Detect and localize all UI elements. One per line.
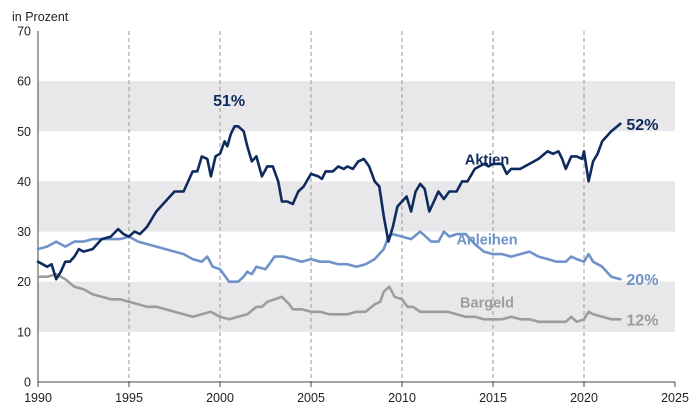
series-name-aktien: Aktien — [465, 152, 509, 168]
series-line-bargeld — [36, 272, 622, 324]
y-tick-label: 60 — [17, 75, 31, 89]
y-tick-label: 10 — [17, 325, 31, 339]
x-tick-label: 2020 — [570, 391, 598, 405]
grid-band — [38, 81, 675, 132]
series-end-label-aktien: 52% — [626, 117, 658, 134]
series-lines — [36, 122, 622, 324]
x-tick-label: 2005 — [297, 391, 325, 405]
y-tick-label: 40 — [17, 175, 31, 189]
y-tick-label: 0 — [24, 376, 31, 390]
series-name-bargeld: Bargeld — [460, 295, 514, 311]
y-tick-label: 20 — [17, 275, 31, 289]
y-tick-label: 50 — [17, 125, 31, 139]
vertical-grid — [128, 31, 585, 382]
series-labels: Aktien Anleihen Bargeld 52% 20% 12% 51% — [213, 93, 658, 329]
x-tick-label: 2025 — [661, 391, 689, 405]
grid-band — [38, 181, 675, 232]
peak-annotation: 51% — [213, 93, 245, 110]
y-axis-unit-label: in Prozent — [12, 10, 69, 24]
series-name-anleihen: Anleihen — [456, 233, 517, 249]
y-tick-label: 70 — [17, 25, 31, 39]
grid-band — [38, 281, 675, 332]
background-bands — [38, 81, 675, 332]
axes: 0 10 20 30 40 50 60 70 1990 1995 2000 2005 2010 2015 2… — [17, 25, 689, 406]
x-tick-label: 2010 — [388, 391, 416, 405]
series-line-aktien — [36, 122, 622, 281]
x-tick-label: 1995 — [115, 391, 143, 405]
series-end-label-bargeld: 12% — [626, 312, 658, 329]
series-line-anleihen — [36, 230, 622, 283]
x-tick-label: 1990 — [24, 391, 52, 405]
x-tick-label: 2015 — [479, 391, 507, 405]
x-tick-label: 2000 — [206, 391, 234, 405]
series-end-label-anleihen: 20% — [626, 272, 658, 289]
y-tick-label: 30 — [17, 225, 31, 239]
